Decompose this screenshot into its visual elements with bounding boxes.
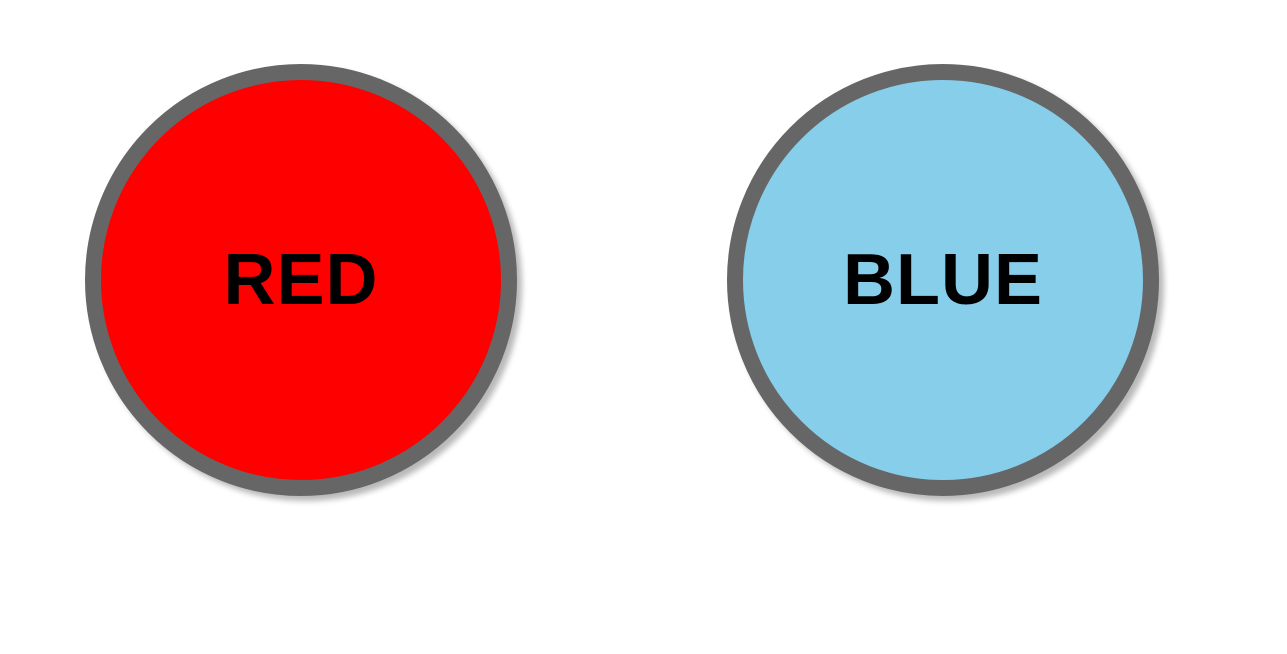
red-button[interactable]: RED <box>85 64 517 496</box>
blue-button[interactable]: BLUE <box>727 64 1159 496</box>
red-button-label: RED <box>223 240 379 320</box>
blue-button-label: BLUE <box>843 240 1043 320</box>
